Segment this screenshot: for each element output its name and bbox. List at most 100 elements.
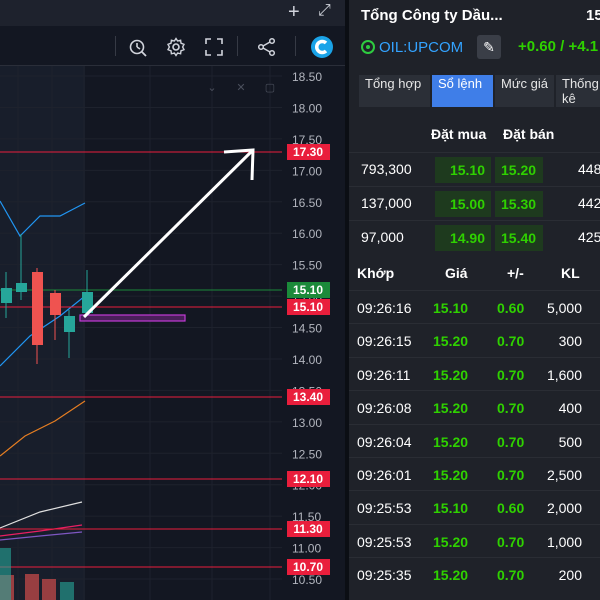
trade-time: 09:25:53	[357, 533, 412, 550]
price-level-badge	[287, 471, 330, 487]
price-header: Giá	[445, 265, 468, 281]
trade-change: 0.60	[497, 300, 525, 316]
price-tick-label: 14.00	[292, 353, 322, 367]
price-level-badge	[287, 559, 330, 575]
price-tick-label: 12.50	[292, 447, 322, 461]
trade-time: 09:26:01	[357, 466, 412, 483]
price-level-label: 10.70	[293, 560, 323, 574]
company-name: Tổng Công ty Dầu...	[361, 7, 503, 24]
tab-so-lenh[interactable]: Sổ lệnh	[432, 75, 494, 107]
trade-row[interactable]: 09:25:35 15.20 0.70 200	[349, 557, 600, 590]
share-icon[interactable]	[257, 37, 277, 60]
trade-price: 15.20	[433, 533, 469, 550]
indicator-line	[0, 295, 86, 367]
ask-volume: 442	[578, 195, 600, 211]
ticker-row[interactable]: OIL:UPCOM	[361, 36, 463, 58]
change-header: +/-	[507, 265, 524, 281]
orderbook-row[interactable]: 793,300 15.10 15.20 448	[349, 152, 600, 186]
tab-bar: Tổng hợp Sổ lệnh Mức giá Thống kê	[359, 75, 600, 107]
price-level-badge	[287, 521, 330, 537]
price-tick-label: 16.50	[292, 196, 322, 210]
bid-price[interactable]: 15.10	[435, 157, 491, 183]
logo-icon[interactable]	[310, 35, 334, 62]
trade-volume: 2,000	[546, 500, 582, 517]
trade-row[interactable]: 09:26:11 15.20 0.70 1,600	[349, 356, 600, 390]
orderbook-row[interactable]: 137,000 15.00 15.30 442	[349, 186, 600, 220]
bid-volume: 137,000	[361, 195, 412, 211]
tab-tong-hop[interactable]: Tổng hợp	[359, 75, 431, 107]
price-level-label: 15.10	[293, 283, 323, 297]
trade-row[interactable]: 09:26:04 15.20 0.70 500	[349, 423, 600, 457]
trade-row[interactable]: 09:26:01 15.20 0.70 2,500	[349, 456, 600, 490]
gear-icon[interactable]	[166, 37, 186, 60]
ticker-symbol[interactable]: OIL:UPCOM	[379, 38, 464, 56]
orderbook-row[interactable]: 97,000 14.90 15.40 425	[349, 220, 600, 254]
trade-time: 09:26:04	[357, 433, 412, 450]
volume-bar	[25, 574, 39, 600]
plus-icon[interactable]: +	[288, 1, 300, 23]
price-tick-label: 11.00	[292, 542, 321, 556]
trade-time: 09:25:53	[357, 500, 412, 517]
trade-time: 09:26:15	[357, 333, 412, 350]
indicator-line	[0, 200, 86, 237]
trade-volume: 5,000	[546, 300, 582, 316]
price-chart[interactable]: 18.5018.0017.5017.0016.5016.0015.5015.00…	[0, 66, 345, 600]
bid-header: Đặt mua	[431, 126, 487, 142]
trade-change: 0.60	[497, 500, 525, 517]
trade-row[interactable]: 09:26:08 15.20 0.70 400	[349, 390, 600, 423]
fullscreen-icon[interactable]	[205, 38, 223, 59]
bid-price[interactable]: 14.90	[435, 225, 491, 251]
trade-change: 0.70	[497, 567, 525, 584]
crosshair-icon[interactable]	[128, 37, 148, 60]
trade-time: 09:26:16	[357, 300, 412, 316]
trades-list: 09:26:16 15.10 0.60 5,000 09:26:15 15.20 0.70…	[349, 290, 600, 591]
trade-volume: 1,600	[546, 366, 582, 383]
ask-price[interactable]: 15.20	[495, 157, 543, 183]
indicator-line	[0, 400, 86, 457]
price-level-label: 17.30	[293, 145, 323, 159]
price-level-label: 15.10	[293, 300, 323, 314]
price-level-badge	[287, 299, 330, 315]
volume-bar	[60, 582, 74, 600]
price-tick-label: 17.50	[292, 133, 322, 147]
trade-price: 15.10	[433, 300, 469, 316]
trend-arrow-head	[223, 148, 255, 181]
trade-row[interactable]: 09:26:15 15.20 0.70 300	[349, 323, 600, 356]
toolbar-divider	[295, 36, 296, 56]
trade-volume: 200	[558, 567, 582, 584]
price-level-label: 13.40	[293, 390, 323, 404]
trade-row[interactable]: 09:25:53 15.10 0.60 2,000	[349, 490, 600, 523]
chart-control-icon[interactable]: ▢	[265, 82, 275, 94]
bid-volume: 97,000	[361, 229, 404, 245]
trade-price: 15.20	[433, 333, 469, 350]
trade-change: 0.70	[497, 533, 525, 550]
price-level-badge	[287, 144, 330, 160]
panel-divider[interactable]	[345, 0, 349, 600]
ask-price[interactable]: 15.40	[495, 225, 543, 251]
trade-row[interactable]: 09:25:53 15.20 0.70 1,000	[349, 523, 600, 557]
chart-panel[interactable]: + ⤢ 18.50 18.00 17.50 17.00 16.50 16.00 15.50 1…	[0, 0, 345, 600]
chart-topbar: + ⤢	[0, 0, 345, 26]
chart-control-icon[interactable]: ✕	[236, 82, 245, 94]
trend-arrow	[82, 148, 255, 319]
ask-price[interactable]: 15.30	[495, 191, 543, 217]
stock-info-panel: Tổng Công ty Dầu... 15 OIL:UPCOM ✎ +0.60…	[349, 0, 600, 600]
candle-body	[82, 292, 93, 313]
trade-volume: 400	[558, 400, 582, 417]
edit-button[interactable]: ✎	[477, 35, 501, 59]
candle-body	[16, 283, 27, 292]
trade-change: 0.70	[497, 333, 525, 350]
trade-row[interactable]: 09:26:16 15.10 0.60 5,000	[349, 290, 600, 323]
bid-price[interactable]: 15.00	[435, 191, 491, 217]
trade-time: 09:26:08	[357, 400, 412, 417]
tab-muc-gia[interactable]: Mức giá	[495, 75, 555, 107]
trade-price: 15.20	[433, 567, 469, 584]
current-price: 15	[586, 7, 600, 24]
rectangle-annotation	[79, 314, 186, 322]
ask-volume: 425	[578, 229, 600, 245]
tab-thong-ke[interactable]: Thống kê	[556, 75, 600, 107]
expand-icon[interactable]: ⤢	[318, 2, 331, 19]
candle-body	[1, 288, 12, 303]
chart-control-icon[interactable]: ⌄	[207, 82, 216, 94]
trade-price: 15.20	[433, 466, 469, 483]
